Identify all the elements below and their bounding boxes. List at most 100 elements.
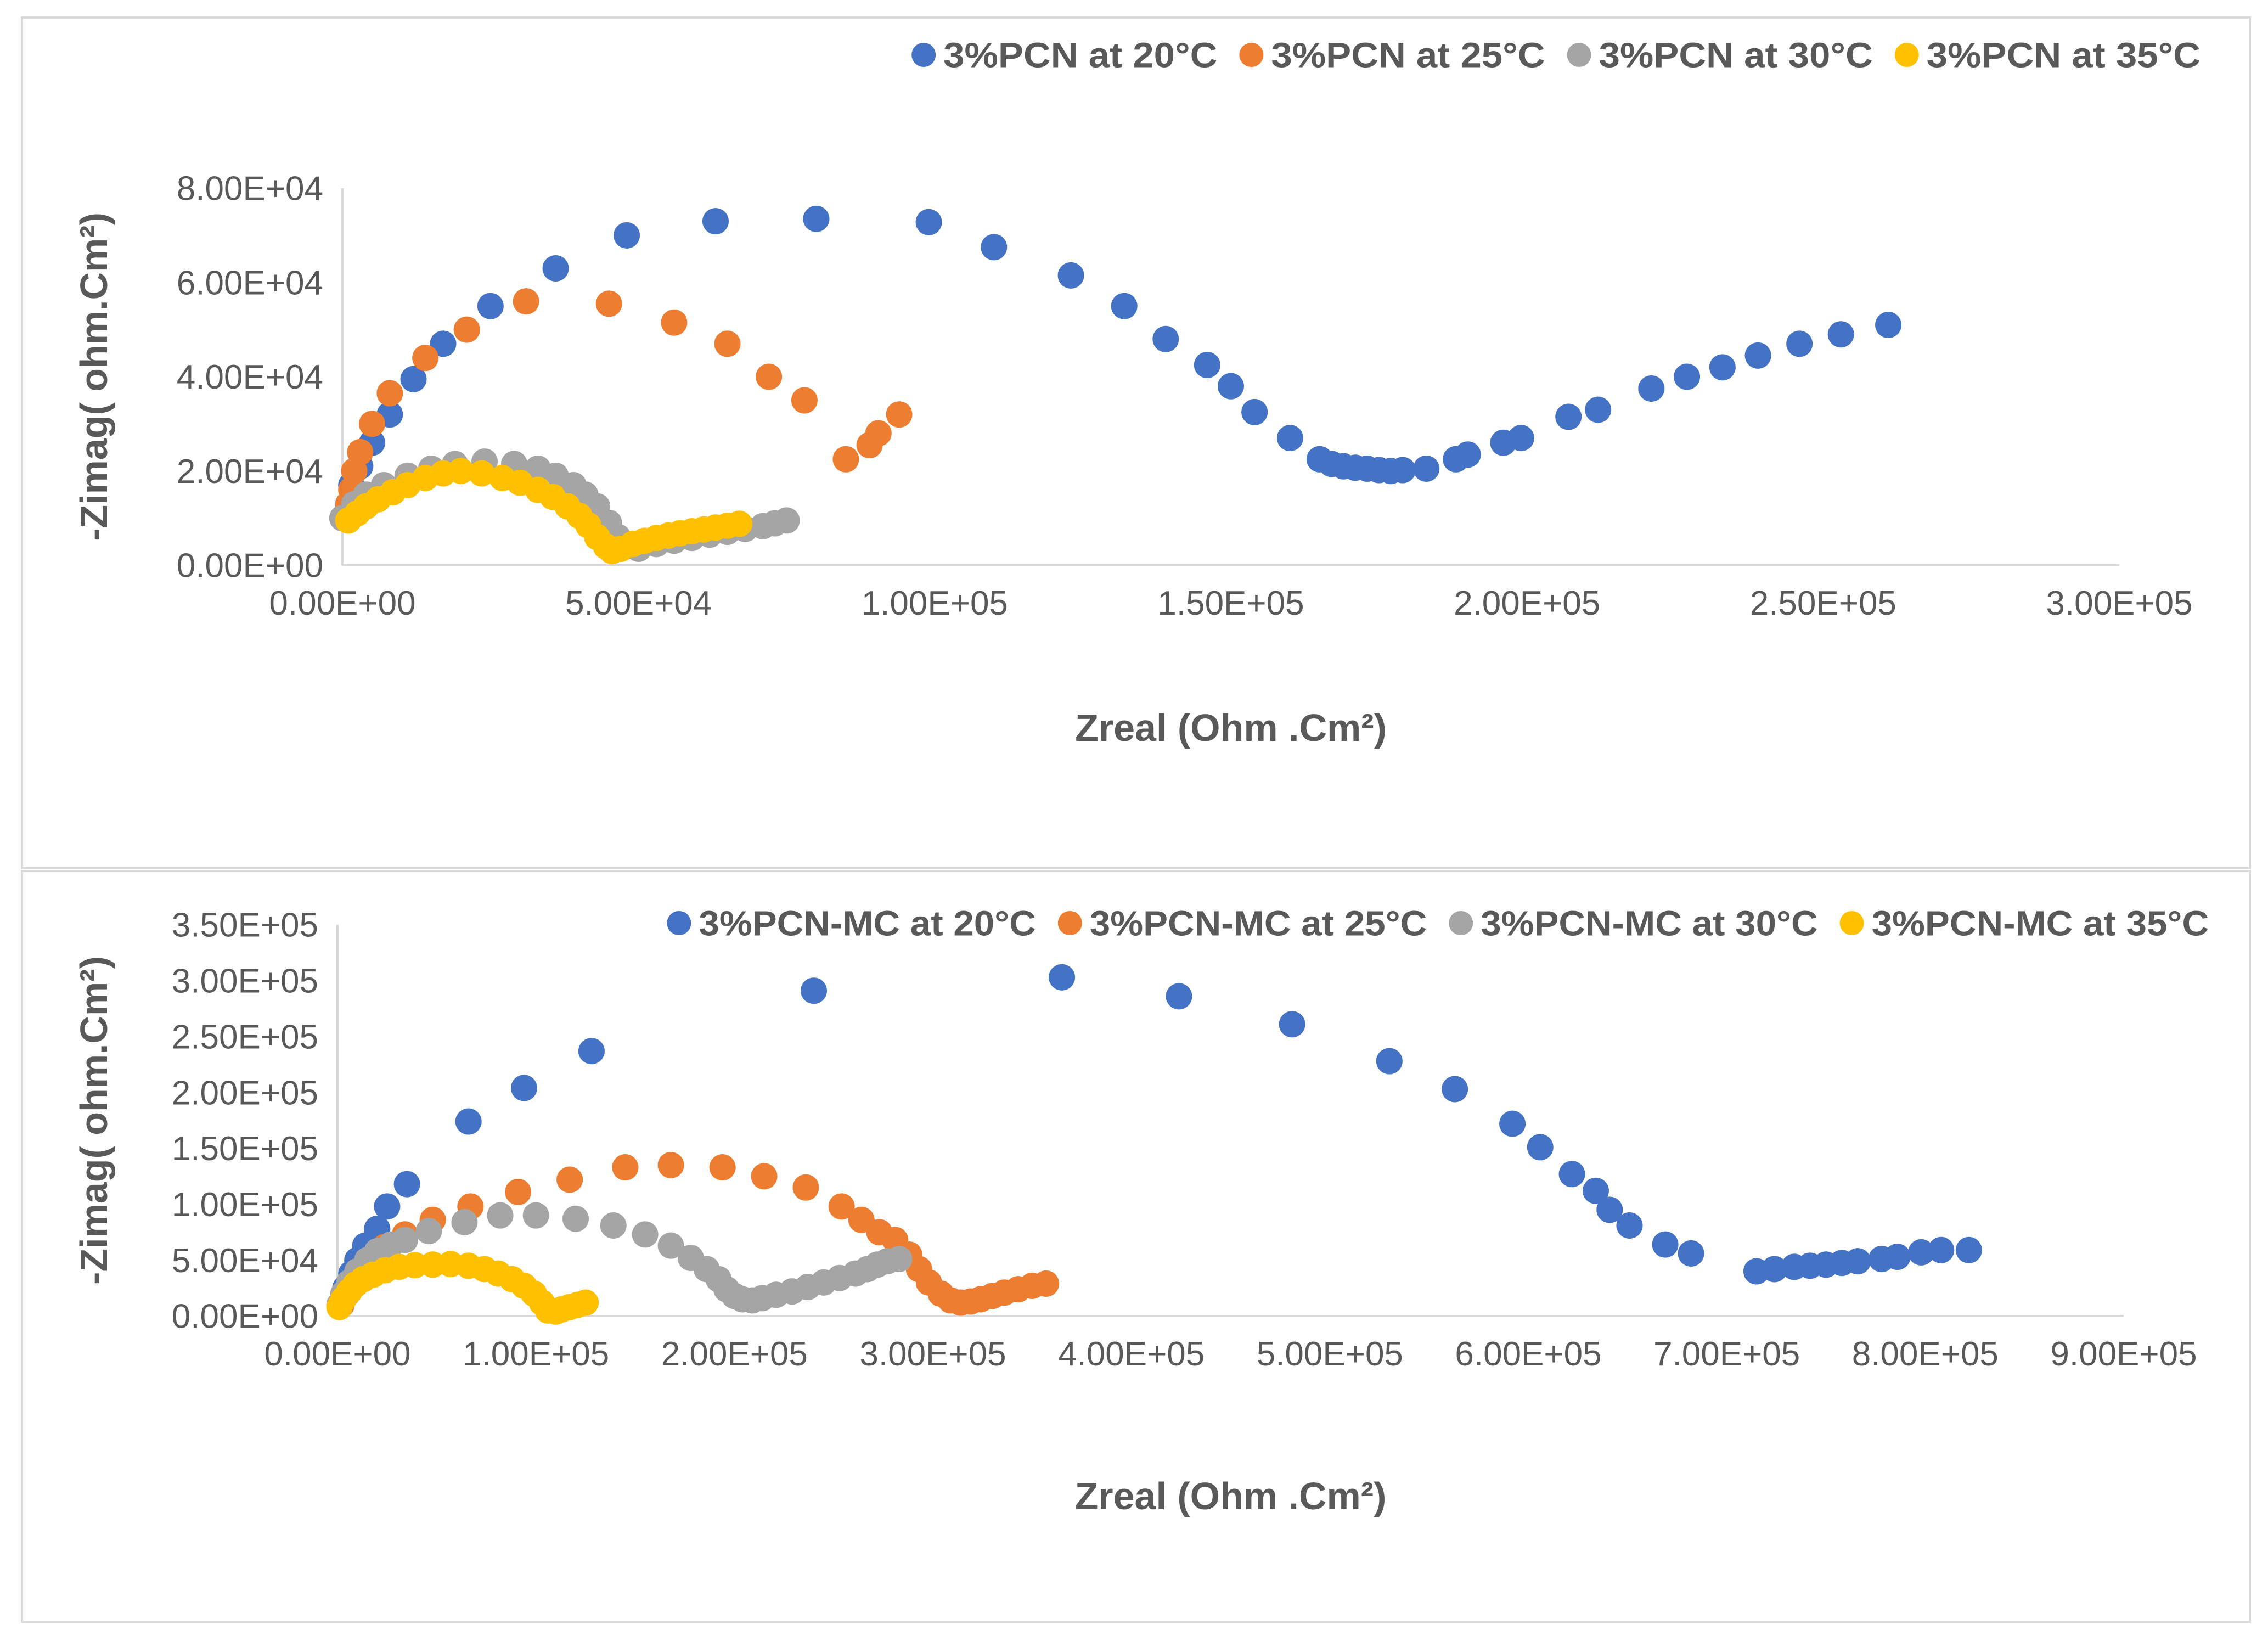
data-point (415, 1218, 442, 1245)
data-point (886, 1246, 913, 1273)
data-point (791, 387, 818, 414)
data-point (1389, 457, 1416, 484)
data-point (702, 208, 729, 235)
data-point (612, 1154, 639, 1181)
data-point (756, 363, 783, 390)
data-point (1413, 455, 1440, 482)
data-point (1955, 1236, 1982, 1263)
data-point (451, 1208, 478, 1235)
legend-marker (1839, 911, 1864, 935)
data-point (801, 977, 827, 1004)
data-point (358, 411, 385, 437)
chart-frame (21, 16, 2251, 869)
data-point (1596, 1196, 1623, 1223)
x-tick-label: 2.00E+05 (1454, 584, 1600, 622)
data-point (455, 1108, 482, 1135)
legend-marker (1567, 43, 1591, 67)
data-point (886, 401, 913, 428)
data-point (1454, 441, 1481, 468)
data-point (832, 446, 859, 473)
legend-marker (1239, 43, 1264, 67)
data-point (726, 510, 753, 537)
legend: 3%PCN at 35°C 3%PCN at 30°C 3%PCN at 25°C 3… (911, 35, 2201, 75)
data-point (1507, 425, 1534, 452)
legend-label: 3%PCN-MC at 35°C (1872, 903, 2209, 943)
data-point (510, 1075, 537, 1101)
x-tick-label: 0.00E+00 (269, 584, 415, 622)
data-point (1276, 425, 1303, 452)
data-point (1057, 262, 1084, 289)
data-point (572, 1289, 599, 1316)
data-point (714, 330, 741, 357)
data-point (1527, 1134, 1554, 1161)
data-point (1585, 396, 1612, 423)
data-point (1376, 1048, 1403, 1075)
data-point (393, 1171, 420, 1198)
x-tick-label: 4.00E+05 (1058, 1335, 1205, 1373)
legend-label: 3%PCN at 20°C (943, 35, 1217, 75)
series-4-points (335, 458, 753, 565)
series-4-points (326, 1251, 599, 1325)
data-point (1908, 1239, 1935, 1266)
data-point (1279, 1011, 1305, 1038)
x-tick-label: 3.00E+05 (859, 1335, 1006, 1373)
data-point (556, 1166, 583, 1193)
legend-marker (1057, 911, 1082, 935)
data-point (600, 1212, 627, 1239)
data-point (513, 288, 539, 315)
data-point (1761, 1256, 1788, 1283)
data-point (1033, 1270, 1060, 1297)
data-point (773, 507, 800, 534)
x-tick-label: 9.00E+05 (2050, 1335, 2197, 1373)
y-tick-label: 6.00E+04 (177, 264, 323, 302)
data-point (1678, 1240, 1704, 1267)
legend: 3%PCN-MC at 35°C 3%PCN-MC at 30°C 3%PCN-MC… (667, 903, 2209, 943)
data-point (803, 205, 830, 232)
data-point (447, 458, 474, 485)
data-point (1652, 1231, 1679, 1258)
y-tick-label: 2.00E+05 (172, 1074, 318, 1112)
legend-marker (1449, 911, 1473, 935)
x-tick-label: 1.00E+05 (463, 1335, 609, 1373)
x-tick-label: 0.00E+00 (264, 1335, 410, 1373)
data-point (1786, 330, 1813, 357)
data-point (374, 1193, 401, 1220)
x-tick-label: 8.00E+05 (1852, 1335, 1999, 1373)
data-point (614, 222, 640, 249)
x-tick-label: 3.00E+05 (2046, 584, 2192, 622)
data-point (1928, 1236, 1955, 1263)
data-point (542, 255, 569, 282)
y-tick-label: 4.00E+04 (177, 358, 323, 396)
x-tick-label: 6.00E+05 (1455, 1335, 1601, 1373)
data-point (915, 209, 942, 235)
x-tick-label: 5.00E+04 (565, 584, 712, 622)
data-point (347, 438, 374, 465)
y-tick-label: 3.50E+05 (172, 907, 318, 945)
y-tick-label: 2.00E+04 (177, 453, 323, 491)
data-point (412, 345, 439, 372)
data-point (1616, 1212, 1643, 1239)
y-axis-title: -Zimag( ohm.Cm²) (72, 212, 115, 541)
data-point (1638, 375, 1665, 402)
data-point (1709, 354, 1736, 381)
data-point (468, 460, 495, 487)
legend-label: 3%PCN-MC at 30°C (1481, 903, 1817, 943)
y-tick-label: 3.00E+05 (172, 963, 318, 1000)
data-point (1884, 1244, 1911, 1270)
data-point (477, 293, 504, 319)
data-point (1555, 403, 1582, 430)
x-tick-label: 7.00E+05 (1653, 1335, 1800, 1373)
data-point (1049, 964, 1076, 991)
legend-label: 3%PCN-MC at 25°C (1090, 903, 1427, 943)
data-point (661, 309, 688, 336)
data-point (1111, 293, 1138, 319)
data-point (981, 234, 1008, 261)
data-point (376, 380, 403, 407)
data-point (1827, 321, 1854, 348)
legend-label: 3%PCN at 25°C (1271, 35, 1545, 75)
chart-1-svg: 0.00E+00 5.00E+04 1.00E+05 1.50E+05 2.00E+05… (21, 16, 2251, 869)
x-tick-label: 2.50E+05 (1750, 584, 1896, 622)
data-point (1194, 352, 1220, 379)
data-point (578, 1038, 605, 1065)
x-axis-title: Zreal (Ohm .Cm²) (1075, 1475, 1387, 1517)
